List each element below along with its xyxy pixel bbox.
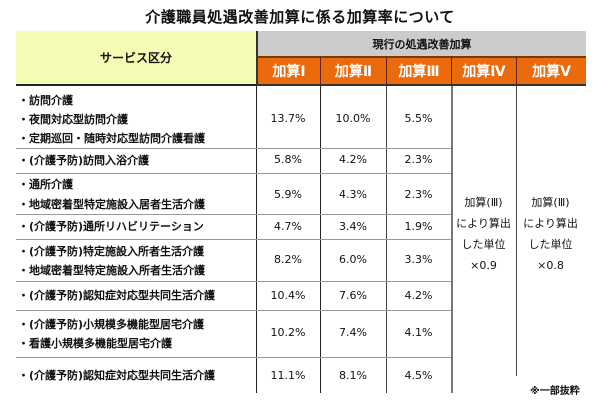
rate-k1: 5.8% xyxy=(274,153,302,166)
service-name: ・通所介護 xyxy=(18,178,73,191)
rate-k3: 4.2% xyxy=(404,289,433,302)
row-divider xyxy=(16,148,451,149)
merged-line: ×0.8 xyxy=(537,259,564,272)
merged-cell-k4: 加算(Ⅲ) により算出 した単位 ×0.9 xyxy=(451,192,516,276)
rate-k1: 8.2% xyxy=(274,253,302,266)
divider xyxy=(451,86,453,393)
rate-k1: 13.7% xyxy=(270,112,306,125)
rate-k2: 7.6% xyxy=(339,289,367,302)
rate-k2: 6.0% xyxy=(339,253,367,266)
rate-k2: 10.0% xyxy=(335,112,371,125)
service-name: ・訪問介護 xyxy=(18,94,73,107)
service-name: ・(介護予防)通所リハビリテーション xyxy=(18,220,204,233)
service-name: ・地域密着型特定施設入所者生活介護 xyxy=(18,264,205,277)
rate-k3: 2.3% xyxy=(404,188,433,201)
rate-k3: 4.1% xyxy=(404,326,433,339)
row-divider xyxy=(16,173,451,174)
service-name: ・定期巡回・随時対応型訪問介護看護 xyxy=(18,132,205,145)
rate-k3: 3.3% xyxy=(404,253,433,266)
row-divider xyxy=(16,357,451,358)
column-header-k2: 加算Ⅱ xyxy=(320,56,386,86)
rate-k3: 2.3% xyxy=(404,153,433,166)
rate-k2: 8.1% xyxy=(339,369,367,382)
rate-k1: 10.2% xyxy=(270,326,306,339)
service-name: ・(介護予防)小規模多機能型居宅介護 xyxy=(18,318,205,331)
column-header-k1: 加算Ⅰ xyxy=(256,56,320,86)
rate-k3: 1.9% xyxy=(404,220,433,233)
rate-k2: 4.3% xyxy=(339,188,367,201)
row-divider xyxy=(16,239,451,240)
merged-line: 加算(Ⅲ) xyxy=(464,196,503,209)
service-name: ・看護小規模多機能型居宅介護 xyxy=(18,337,172,350)
rate-k1: 11.1% xyxy=(270,369,306,382)
merged-line: ×0.9 xyxy=(470,259,497,272)
merged-line: した単位 xyxy=(461,238,506,251)
row-divider xyxy=(16,214,451,215)
group-header: 現行の処遇改善加算 xyxy=(256,31,586,56)
row-divider xyxy=(16,281,451,282)
rate-k1: 4.7% xyxy=(274,220,302,233)
column-header-k5: 加算Ⅴ xyxy=(516,56,586,86)
page-title: 介護職員処遇改善加算に係る加算率について xyxy=(145,8,455,26)
row-divider xyxy=(16,310,451,311)
rate-k3: 4.5% xyxy=(404,369,433,382)
service-column-header: サービス区分 xyxy=(16,31,256,86)
column-header-k3: 加算Ⅲ xyxy=(386,56,451,86)
divider xyxy=(516,86,517,376)
service-name: ・(介護予防)認知症対応型共同生活介護 xyxy=(18,289,216,302)
merged-line: により算出 xyxy=(523,217,578,230)
service-name: ・地域密着型特定施設入居者生活介護 xyxy=(18,198,205,211)
rate-k1: 10.4% xyxy=(270,289,306,302)
column-header-k4: 加算Ⅳ xyxy=(451,56,516,86)
rate-k2: 4.2% xyxy=(339,153,367,166)
footnote: ※一部抜粋 xyxy=(530,386,580,397)
rate-k3: 5.5% xyxy=(404,112,433,125)
merged-cell-k5: 加算(Ⅲ) により算出 した単位 ×0.8 xyxy=(518,192,583,276)
service-name: ・夜間対応型訪問介護 xyxy=(18,113,128,126)
merged-line: した単位 xyxy=(528,238,573,251)
rate-k1: 5.9% xyxy=(274,188,302,201)
rate-k2: 3.4% xyxy=(339,220,367,233)
merged-line: 加算(Ⅲ) xyxy=(531,196,570,209)
rate-k2: 7.4% xyxy=(339,326,367,339)
service-name: ・(介護予防)認知症対応型共同生活介護 xyxy=(18,369,216,382)
service-name: ・(介護予防)訪問入浴介護 xyxy=(18,154,150,167)
service-name: ・(介護予防)特定施設入所者生活介護 xyxy=(18,245,205,258)
merged-line: により算出 xyxy=(456,217,511,230)
